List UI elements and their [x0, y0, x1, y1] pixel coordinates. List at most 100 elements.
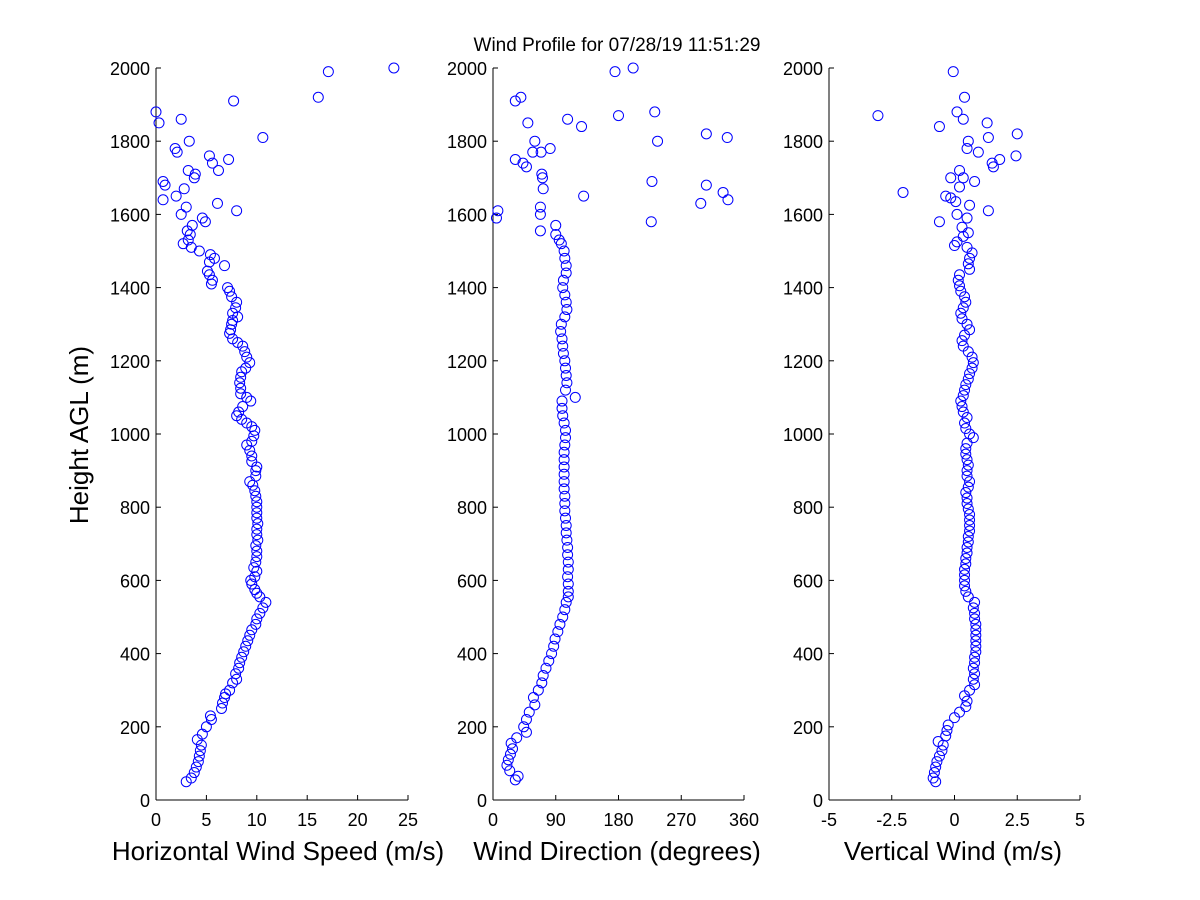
data-point-vertical [957, 390, 969, 402]
data-point-direction [562, 563, 574, 575]
data-point-speed [241, 351, 253, 363]
data-point-direction [556, 333, 568, 345]
data-point-vertical [970, 624, 982, 636]
data-point-vertical [961, 492, 973, 504]
data-point-speed [170, 190, 182, 202]
y-tick-label: 1600 [110, 205, 150, 225]
data-point-vertical [1011, 128, 1023, 140]
data-point-vertical [961, 212, 973, 224]
data-point-speed [245, 574, 257, 586]
data-point-direction [550, 229, 562, 241]
data-point-speed [250, 470, 262, 482]
data-point-vertical [957, 172, 969, 184]
data-point-vertical [933, 121, 945, 133]
data-point-direction [562, 549, 574, 561]
data-point-direction [502, 754, 514, 766]
data-point-vertical [970, 635, 982, 647]
y-tick-label: 0 [140, 791, 150, 811]
data-point-speed [237, 401, 249, 413]
data-point-vertical [954, 280, 966, 292]
data-point-speed [194, 745, 206, 757]
data-point-speed [180, 201, 192, 213]
data-point-vertical [969, 651, 981, 663]
data-point-speed [196, 212, 208, 224]
data-point-speed [204, 710, 216, 722]
data-point-speed [182, 164, 194, 176]
data-point-speed [244, 357, 256, 369]
data-point-vertical [931, 756, 943, 768]
data-point-vertical [927, 772, 939, 784]
data-point-direction [555, 318, 567, 330]
data-point-speed [236, 651, 248, 663]
data-point-vertical [966, 362, 978, 374]
data-point-vertical [970, 640, 982, 652]
x-tick-label: 15 [297, 810, 317, 830]
data-point-vertical [942, 719, 954, 731]
data-point-direction [560, 527, 572, 539]
data-point-vertical [936, 745, 948, 757]
data-point-vertical [956, 335, 968, 347]
data-point-vertical [964, 368, 976, 380]
data-point-direction [559, 490, 571, 502]
data-point-speed [220, 688, 232, 700]
data-point-vertical [970, 618, 982, 630]
data-point-vertical [961, 465, 973, 477]
data-point-vertical [952, 274, 964, 286]
data-point-direction [576, 121, 588, 133]
y-tick-label: 1400 [110, 279, 150, 299]
data-point-vertical [961, 547, 973, 559]
data-point-vertical [986, 157, 998, 169]
data-point-direction [509, 154, 521, 165]
data-point-direction [562, 571, 574, 583]
data-point-vertical [972, 146, 984, 158]
data-point-direction [559, 498, 571, 510]
data-point-speed [153, 117, 165, 129]
data-point-speed [206, 274, 218, 286]
data-point-speed [175, 113, 187, 125]
data-point-direction [509, 95, 521, 107]
y-tick-label: 1400 [783, 279, 823, 299]
data-point-speed [182, 234, 194, 246]
data-point-speed [240, 640, 252, 652]
y-tick-label: 0 [813, 791, 823, 811]
data-point-direction [554, 618, 566, 630]
data-point-direction [558, 476, 570, 488]
data-point-speed [226, 291, 238, 303]
data-point-speed [227, 307, 239, 319]
x-tick-label: 270 [666, 810, 696, 830]
y-tick-label: 1800 [783, 132, 823, 152]
data-point-speed [240, 362, 252, 374]
data-point-speed [233, 406, 245, 418]
data-point-direction [557, 282, 569, 294]
data-point-vertical [962, 373, 974, 385]
data-point-vertical [954, 269, 966, 281]
data-point-direction [649, 106, 661, 118]
x-tick-label: 20 [348, 810, 368, 830]
data-point-vertical [959, 384, 971, 396]
x-tick-label: 0 [949, 810, 959, 830]
data-point-direction [562, 585, 574, 597]
data-point-vertical [959, 563, 971, 575]
data-point-vertical [959, 291, 971, 303]
data-point-speed [150, 106, 162, 118]
data-point-speed [246, 455, 258, 467]
y-tick-label: 200 [793, 718, 823, 738]
data-point-speed [246, 435, 258, 447]
data-point-vertical [960, 552, 972, 564]
data-point-direction [613, 110, 624, 122]
wind-direction-panel: Wind Direction (degrees) 0 200 400 600 800 10… [447, 59, 761, 866]
x-tick-label: 25 [398, 810, 418, 830]
data-point-speed [254, 591, 266, 603]
x-tick-label: 2.5 [1005, 810, 1030, 830]
data-point-direction [560, 384, 572, 396]
y-tick-label: 1200 [110, 352, 150, 372]
data-point-speed [249, 424, 261, 436]
data-point-direction [717, 186, 729, 198]
data-point-direction [560, 267, 572, 279]
data-point-direction [700, 179, 712, 191]
data-point-direction [557, 274, 569, 286]
data-point-vertical [932, 735, 944, 747]
data-point-direction [512, 770, 524, 782]
y-axis-label: Height AGL (m) [64, 346, 94, 524]
data-point-direction [561, 534, 573, 546]
